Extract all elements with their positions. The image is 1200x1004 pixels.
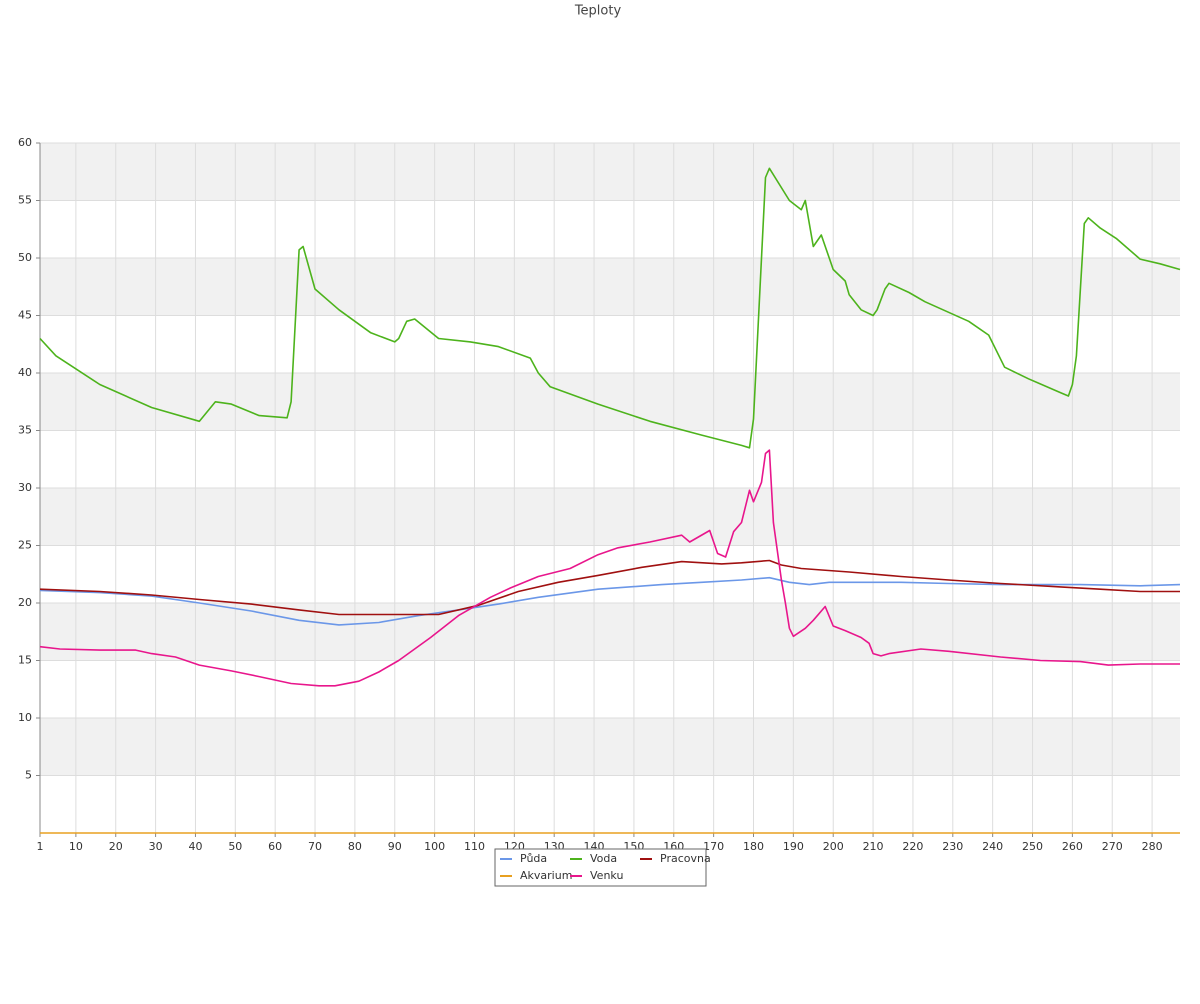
y-tick-label: 25	[18, 539, 32, 552]
x-tick-label: 220	[902, 840, 923, 853]
legend-label: Voda	[590, 852, 617, 865]
x-tick-label: 170	[703, 840, 724, 853]
x-tick-label: 230	[942, 840, 963, 853]
y-tick-label: 35	[18, 424, 32, 437]
x-tick-label: 90	[388, 840, 402, 853]
x-tick-label: 210	[863, 840, 884, 853]
x-tick-label: 180	[743, 840, 764, 853]
series-line	[39, 167, 1181, 449]
legend-label: Pracovna	[660, 852, 711, 865]
y-tick-label: 55	[18, 194, 32, 207]
grid-band	[40, 603, 1180, 661]
x-tick-label: 190	[783, 840, 804, 853]
grid-band	[40, 143, 1180, 201]
x-tick-label: 70	[308, 840, 322, 853]
series-line	[39, 449, 1180, 687]
x-tick-label: 250	[1022, 840, 1043, 853]
y-tick-label: 45	[18, 309, 32, 322]
y-tick-label: 15	[18, 654, 32, 667]
y-tick-label: 30	[18, 481, 32, 494]
x-tick-label: 260	[1062, 840, 1083, 853]
x-tick-label: 80	[348, 840, 362, 853]
legend-label: Akvarium	[520, 869, 572, 882]
y-tick-label: 50	[18, 251, 32, 264]
legend-box	[494, 848, 707, 887]
x-tick-label: 110	[464, 840, 485, 853]
legend-label: Venku	[590, 869, 623, 882]
x-tick-label: 270	[1102, 840, 1123, 853]
y-tick-label: 40	[18, 366, 32, 379]
x-tick-label: 40	[188, 840, 202, 853]
x-tick-label: 30	[149, 840, 163, 853]
grid-band	[40, 718, 1180, 776]
series-line	[39, 576, 1181, 626]
x-tick-label: 60	[268, 840, 282, 853]
y-tick-label: 60	[18, 136, 32, 149]
x-tick-label: 100	[424, 840, 445, 853]
y-tick-label: 5	[25, 769, 32, 782]
legend-label: Půda	[520, 852, 547, 865]
x-tick-label: 1	[37, 840, 44, 853]
x-tick-label: 50	[228, 840, 242, 853]
x-tick-label: 200	[823, 840, 844, 853]
x-tick-label: 10	[69, 840, 83, 853]
y-tick-label: 10	[18, 711, 32, 724]
grid-band	[40, 488, 1180, 546]
x-tick-label: 20	[109, 840, 123, 853]
grid-band	[40, 258, 1180, 316]
y-tick-label: 20	[18, 596, 32, 609]
x-tick-label: 280	[1142, 840, 1163, 853]
grid-band	[40, 373, 1180, 431]
x-tick-label: 240	[982, 840, 1003, 853]
chart-title: Teploty	[574, 4, 622, 19]
series-line	[39, 559, 1180, 616]
